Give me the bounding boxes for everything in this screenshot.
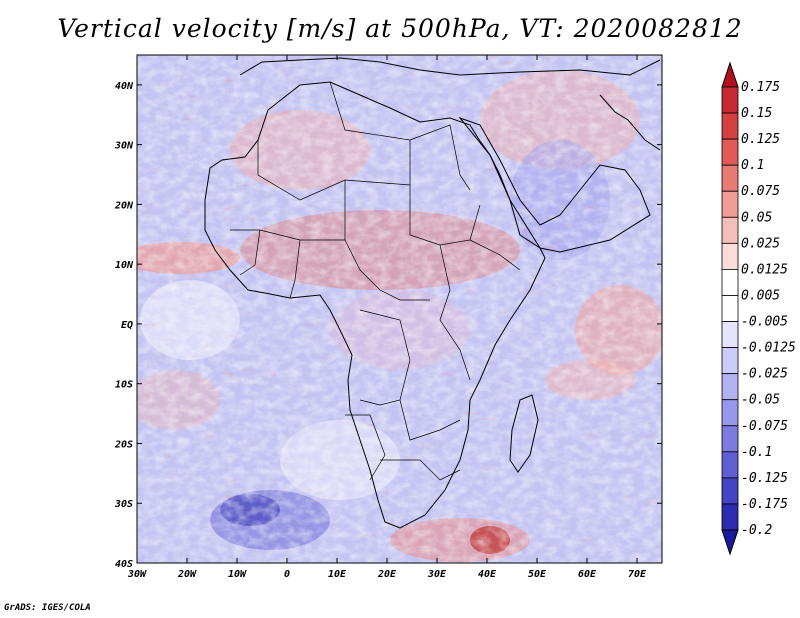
lat-label: 40S: [115, 559, 133, 570]
colorbar-label: -0.175: [741, 497, 788, 512]
lat-label: 30N: [114, 141, 134, 152]
credit-label: GrADS: IGES/COLA: [4, 603, 91, 613]
colorbar-box: [721, 112, 739, 140]
colorbar-box: [721, 269, 739, 296]
colorbar-label: 0.05: [741, 210, 772, 225]
colorbar-box: [721, 477, 739, 505]
colorbar-label: -0.1: [741, 445, 772, 460]
colorbar-label: 0.075: [741, 184, 780, 199]
lat-label: 10S: [115, 380, 133, 391]
velocity-field: [137, 55, 662, 563]
colorbar-box: [721, 190, 739, 218]
colorbar-box: [721, 425, 739, 453]
lat-label: 30S: [114, 499, 133, 510]
lon-label: 30W: [127, 569, 147, 580]
lon-label: 0: [284, 569, 290, 580]
colorbar-label: -0.025: [741, 367, 788, 382]
africa-coastline: [204, 81, 546, 529]
colorbar-label: -0.0125: [741, 341, 796, 356]
lon-label: 40E: [478, 569, 497, 580]
lon-label: 50E: [528, 569, 547, 580]
lon-label: 20E: [377, 569, 397, 580]
colorbar-box: [721, 347, 739, 375]
colorbar-label: -0.2: [741, 523, 772, 538]
colorbar-label: 0.175: [741, 80, 780, 95]
colorbar-box: [721, 321, 739, 348]
colorbar-box: [721, 242, 739, 270]
colorbar-label: -0.125: [741, 471, 788, 486]
lat-label: 20S: [114, 439, 133, 450]
lon-label: 20W: [177, 569, 197, 580]
lat-label: EQ: [121, 320, 133, 331]
colorbar-label: 0.0125: [741, 262, 788, 277]
colorbar-box: [721, 399, 739, 427]
lon-label: 70E: [628, 569, 647, 580]
lat-label: 20N: [114, 200, 134, 211]
persian-gulf-coast: [599, 94, 661, 151]
colorbar-label: -0.05: [741, 393, 780, 408]
colorbar-box: [721, 138, 739, 166]
colorbar-label: 0.125: [741, 132, 780, 147]
mediterranean-north-coast: [239, 57, 661, 76]
colorbar-bottom-arrow: [721, 529, 739, 556]
colorbar-top-arrow: [721, 61, 739, 88]
arabia-coastline: [458, 116, 651, 253]
lat-label: 10N: [115, 260, 134, 271]
colorbar-box: [721, 503, 739, 531]
colorbar-label: 0.005: [741, 288, 780, 303]
colorbar-box: [721, 164, 739, 192]
madagascar-coastline: [509, 394, 539, 473]
map-frame: [136, 54, 663, 564]
lon-label: 10W: [228, 569, 247, 580]
colorbar-box: [721, 86, 739, 114]
colorbar-label: -0.005: [741, 315, 788, 330]
colorbar-box: [721, 373, 739, 401]
lon-label: 60E: [578, 569, 597, 580]
colorbar-box: [721, 216, 739, 244]
colorbar-label: -0.075: [741, 419, 788, 434]
lon-label: 10E: [328, 569, 347, 580]
country-borders: [230, 81, 521, 481]
colorbar-label: 0.1: [741, 158, 764, 173]
lat-label: 40N: [115, 81, 134, 92]
map-title: Vertical velocity [m/s] at 500hPa, VT: 2…: [57, 14, 743, 43]
colorbar-box: [721, 295, 739, 322]
colorbar-box: [721, 451, 739, 479]
colorbar-label: 0.025: [741, 236, 780, 251]
lon-label: 30E: [427, 569, 447, 580]
colorbar: 0.175 0.15 0.125 0.1 0.075 0.05 0.025 0.0125 0.0…: [721, 61, 796, 556]
coastlines: [204, 57, 661, 529]
colorbar-label: 0.15: [741, 106, 772, 121]
